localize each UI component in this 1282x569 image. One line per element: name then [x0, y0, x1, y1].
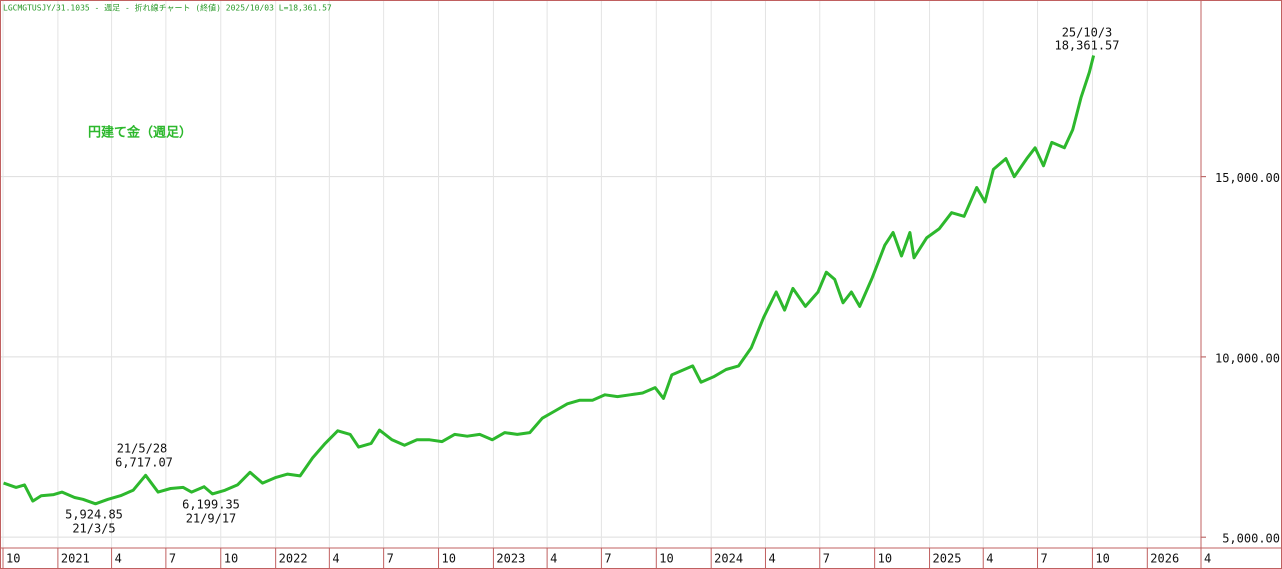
x-tick-label: 4: [115, 552, 122, 566]
x-tick-label: 10: [442, 552, 456, 566]
x-tick-label: 4: [986, 552, 993, 566]
x-tick-label: 7: [823, 552, 830, 566]
x-tick-label: 2024: [714, 552, 743, 566]
line: [3, 55, 1096, 506]
x-tick-label: 7: [604, 552, 611, 566]
x-tick-label: 7: [1041, 552, 1048, 566]
annotation: 25/10/3: [1062, 26, 1113, 40]
y-tick-label: 5,000.00: [1222, 532, 1280, 546]
x-tick-label: 10: [878, 552, 892, 566]
x-tick-label: 7: [387, 552, 394, 566]
annotation: 18,361.57: [1054, 39, 1119, 53]
annotation: 21/3/5: [72, 522, 115, 536]
x-tick-label: 4: [550, 552, 557, 566]
y-tick-label: 10,000.00: [1215, 351, 1280, 365]
x-tick-label: 2026: [1150, 552, 1179, 566]
x-tick-label: 10: [224, 552, 238, 566]
chart-title: LGCMGTUSJY/31.1035 - 週足 - 折れ線チャート (終値) 2…: [3, 3, 332, 13]
x-tick-label: 2021: [61, 552, 90, 566]
annotation: 5,924.85: [65, 508, 123, 522]
annotation: 21/5/28: [117, 442, 168, 456]
x-tick-label: 2025: [933, 552, 962, 566]
x-tick-label: 4: [332, 552, 339, 566]
legend-label: 円建て金（週足）: [88, 125, 192, 141]
x-tick-label: 10: [6, 552, 20, 566]
y-tick-label: 15,000.00: [1215, 171, 1280, 185]
annotation: 6,717.07: [115, 456, 173, 470]
x-tick-label: 10: [659, 552, 673, 566]
x-tick-label: 4: [1204, 552, 1211, 566]
annotation: 21/9/17: [186, 512, 237, 526]
x-tick-label: 4: [768, 552, 775, 566]
x-tick-label: 7: [169, 552, 176, 566]
annotation: 6,199.35: [182, 498, 240, 512]
x-tick-label: 2023: [496, 552, 525, 566]
x-tick-label: 10: [1095, 552, 1109, 566]
x-tick-label: 2022: [279, 552, 308, 566]
